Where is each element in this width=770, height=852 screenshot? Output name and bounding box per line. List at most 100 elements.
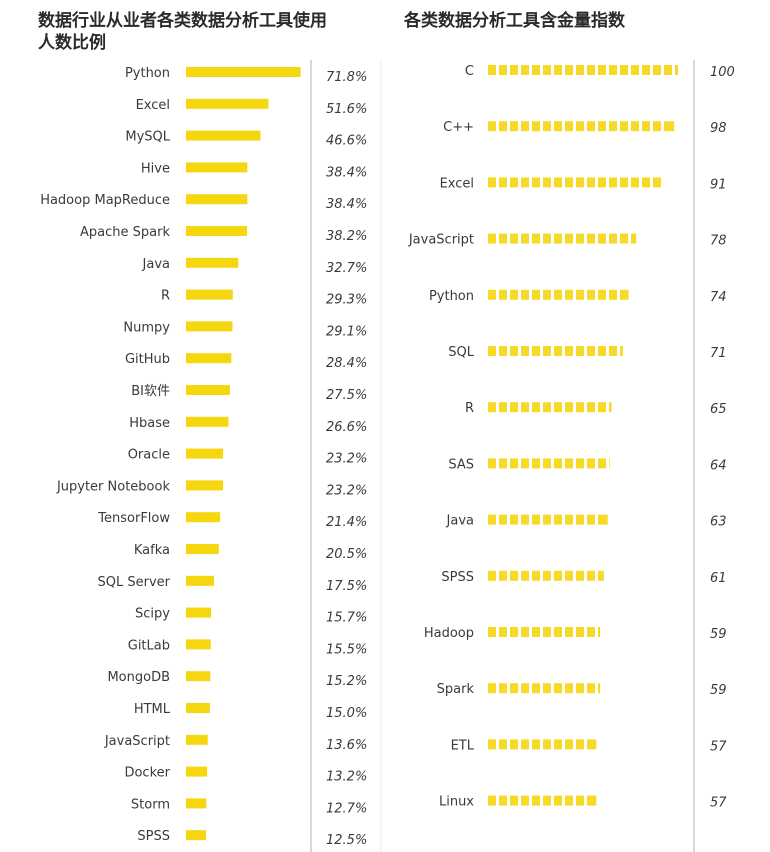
left-value-label: 51.6% — [326, 102, 367, 117]
left-category-label: Python — [125, 66, 170, 81]
right-category-label: Hadoop — [424, 626, 474, 641]
left-category-label: Java — [142, 257, 170, 272]
right-value-label: 78 — [710, 234, 727, 249]
left-bar — [186, 98, 269, 109]
right-bar-gap — [584, 738, 587, 751]
left-category-label: TensorFlow — [97, 511, 170, 526]
left-value-label: 15.0% — [326, 706, 367, 721]
right-bar-gap — [529, 794, 532, 807]
left-category-label: Oracle — [128, 448, 170, 463]
left-value-label: 46.6% — [326, 134, 367, 149]
left-value-label: 38.4% — [326, 165, 367, 180]
right-bar-gap — [496, 401, 499, 414]
right-bar-gap — [617, 232, 620, 245]
right-bar-gap — [518, 457, 521, 470]
left-value-label: 29.1% — [326, 324, 367, 339]
right-bar-gap — [606, 457, 609, 470]
right-bar-gap — [573, 401, 576, 414]
left-value-label: 15.5% — [326, 642, 367, 657]
right-bar-gap — [496, 513, 499, 526]
right-bar-gap — [573, 232, 576, 245]
right-bar-gap — [551, 120, 554, 133]
right-category-label: JavaScript — [408, 233, 474, 248]
left-category-label: Hive — [141, 161, 170, 176]
right-bar-gap — [540, 120, 543, 133]
left-category-label: SPSS — [137, 829, 170, 844]
right-bar-gap — [529, 120, 532, 133]
left-category-label: MongoDB — [107, 670, 170, 685]
right-bar-gap — [584, 457, 587, 470]
right-bar-gap — [606, 176, 609, 189]
right-bar-gap — [606, 232, 609, 245]
right-bar-gap — [507, 569, 510, 582]
right-bar-gap — [595, 120, 598, 133]
right-bar-gap — [496, 288, 499, 301]
right-bar — [488, 683, 601, 694]
left-value-label: 17.5% — [326, 579, 367, 594]
right-bar-gap — [573, 513, 576, 526]
right-value-label: 61 — [710, 571, 727, 586]
right-bar-gap — [573, 64, 576, 76]
right-bar-gap — [595, 64, 598, 76]
left-bar — [186, 226, 248, 236]
right-value-label: 65 — [710, 402, 727, 417]
right-bar-gap — [507, 626, 510, 638]
right-bar-gap — [650, 120, 653, 133]
right-bar-gap — [518, 288, 521, 301]
right-bar-gap — [595, 513, 598, 526]
right-bar-gap — [584, 345, 587, 357]
right-bar-gap — [540, 345, 543, 357]
right-bar-gap — [606, 345, 609, 357]
left-bar — [186, 734, 208, 745]
right-bar-gap — [562, 626, 565, 638]
right-bar-gap — [540, 457, 543, 470]
right-bar-gap — [584, 288, 587, 301]
right-bar-gap — [518, 345, 521, 357]
right-value-label: 98 — [710, 121, 727, 136]
left-category-label: Scipy — [135, 607, 170, 622]
right-bar-gap — [507, 64, 510, 76]
right-bar-gap — [584, 569, 587, 582]
right-bar-gap — [529, 232, 532, 245]
right-bar-gap — [518, 794, 521, 807]
right-bar-gap — [595, 288, 598, 301]
right-bar-gap — [540, 513, 543, 526]
right-bar-gap — [518, 176, 521, 189]
right-bar — [488, 627, 601, 637]
left-bar — [186, 607, 212, 618]
right-bar-gap — [540, 626, 543, 638]
right-bar-gap — [562, 569, 565, 582]
right-category-label: SQL — [448, 345, 474, 360]
right-bar — [488, 121, 675, 132]
right-bar-gap — [496, 738, 499, 751]
right-bar-gap — [562, 345, 565, 357]
left-bar — [186, 385, 230, 395]
right-value-label: 74 — [710, 290, 727, 305]
right-bar-gap — [529, 738, 532, 751]
left-bar — [186, 257, 239, 268]
right-category-label: SAS — [448, 457, 474, 472]
right-bar-gap — [551, 345, 554, 357]
right-bar-gap — [639, 64, 642, 76]
left-bar — [186, 671, 211, 682]
left-category-label: HTML — [134, 702, 171, 717]
right-bar-gap — [529, 401, 532, 414]
right-bar-gap — [507, 457, 510, 470]
right-bar-gap — [628, 232, 631, 245]
right-bar-gap — [573, 120, 576, 133]
right-category-label: Excel — [440, 176, 474, 191]
right-bar-gap — [650, 64, 653, 76]
right-bar-gap — [617, 176, 620, 189]
right-bar-gap — [518, 738, 521, 751]
right-bar-gap — [595, 457, 598, 470]
left-bar — [186, 194, 248, 205]
right-bar-gap — [573, 569, 576, 582]
right-bar-gap — [540, 794, 543, 807]
left-category-label: BI软件 — [131, 384, 170, 399]
right-bar-gap — [496, 682, 499, 695]
left-value-label: 26.6% — [326, 420, 367, 435]
right-bar-gap — [661, 120, 664, 133]
right-bar-gap — [562, 64, 565, 76]
right-bar-gap — [650, 176, 653, 189]
left-value-label: 23.2% — [326, 452, 367, 467]
